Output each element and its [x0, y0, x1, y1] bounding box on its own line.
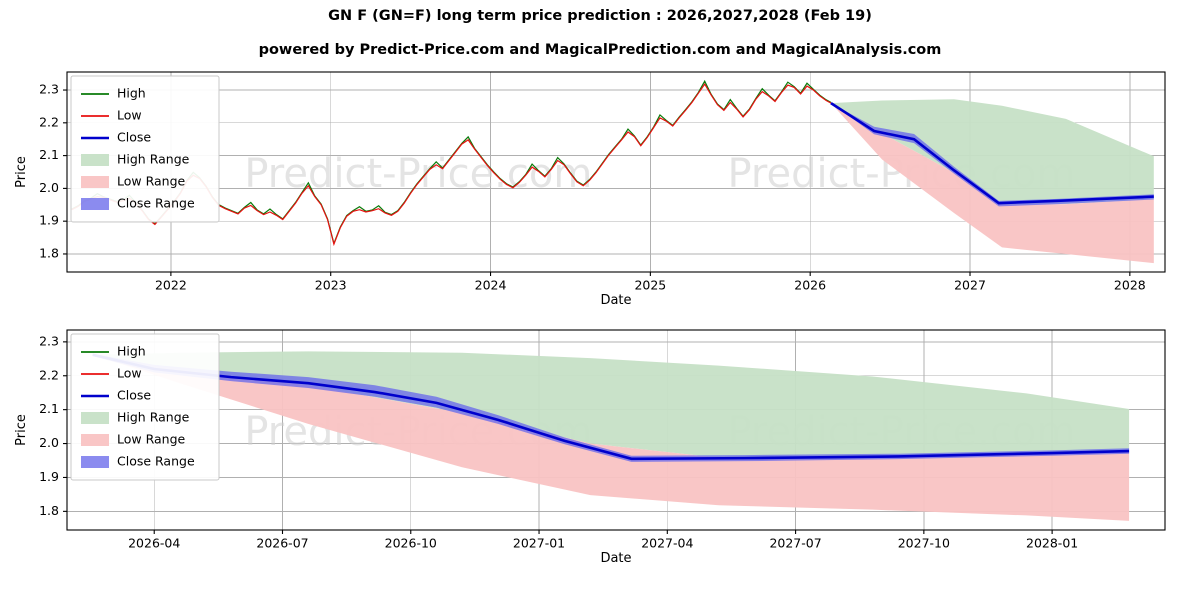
- y-tick-label-1: 1.9: [39, 469, 59, 484]
- legend-item-high-range[interactable]: High Range: [81, 152, 190, 167]
- axis-frame-group: [66, 329, 1166, 531]
- y-tick-label-0: 1.8: [39, 245, 59, 260]
- x-axis-title: Date: [600, 293, 631, 308]
- y-tick-label-1: 1.9: [39, 213, 59, 228]
- axis-ticks: 1.8 1.9 2.0 2.1 2.2 2.3 2022 2023 2024 2025 2026 20…: [14, 82, 1146, 308]
- axis-frame: [66, 329, 1166, 531]
- legend-swatch-patch-high-range: [81, 412, 109, 424]
- legend-item-low[interactable]: Low: [81, 108, 142, 123]
- legend-label-high: High: [117, 86, 146, 101]
- y-tick-label-2: 2.0: [39, 435, 59, 450]
- legend-item-close[interactable]: Close: [81, 130, 151, 145]
- y-axis-title: Price: [14, 414, 29, 446]
- page-title: GN F (GN=F) long term price prediction :…: [328, 8, 872, 24]
- y-tick-label-5: 2.3: [39, 333, 59, 348]
- legend-item-close[interactable]: Close: [81, 388, 151, 403]
- x-tick-label-7: 2028-01: [1026, 536, 1078, 551]
- plot-data: [92, 351, 1130, 521]
- legend-label-low-range: Low Range: [117, 432, 186, 447]
- legend-label-close-range: Close Range: [117, 196, 195, 211]
- x-tick-label-5: 2027-07: [769, 536, 821, 551]
- band-close-range: [92, 353, 1130, 462]
- forecast-detail-chart-svg: Predict-Price.comPredict-Price.com1.81.9…: [14, 329, 1166, 566]
- band-high-range: [830, 99, 1154, 205]
- x-tick-label-6: 2027-10: [898, 536, 950, 551]
- axis-ticks: 1.8 1.9 2.0 2.1 2.2 2.3 2026-04 2026-07 2026-10 2…: [14, 333, 1078, 566]
- band-close-range: [830, 103, 1154, 207]
- legend-label-low: Low: [117, 366, 142, 381]
- y-axis-title: Price: [14, 156, 29, 188]
- legend-item-high-range[interactable]: High Range: [81, 410, 190, 425]
- legend-label-high: High: [117, 344, 146, 359]
- legend-item-low-range[interactable]: Low Range: [81, 174, 186, 189]
- x-tick-label-1: 2026-07: [256, 536, 308, 551]
- legend-item-low-range[interactable]: Low Range: [81, 432, 186, 447]
- chart-panel-forecast-detail: Predict-Price.comPredict-Price.com1.81.9…: [0, 320, 1200, 600]
- x-tick-label-4: 2027-04: [641, 536, 693, 551]
- legend-swatch-patch-low-range: [81, 434, 109, 446]
- legend-item-high[interactable]: High: [81, 86, 146, 101]
- y-tick-label-4: 2.2: [39, 367, 59, 382]
- legend: High Low Close High Range Low Range Close Ran…: [70, 75, 220, 223]
- legend: High Low Close High Range Low Range Close Ran…: [70, 333, 220, 481]
- series-line-close: [92, 353, 1130, 461]
- y-tick-label-5: 2.3: [39, 82, 59, 97]
- band-low-range: [830, 103, 1154, 264]
- legend-label-high-range: High Range: [117, 410, 190, 425]
- x-tick-label-4: 2026: [794, 278, 826, 293]
- x-tick-label-1: 2023: [315, 278, 347, 293]
- axis-frame-group: [66, 71, 1166, 273]
- plot-data: [71, 79, 1154, 264]
- legend-swatch-patch-high-range: [81, 154, 109, 166]
- x-tick-label-6: 2028: [1114, 278, 1146, 293]
- legend-item-low[interactable]: Low: [81, 366, 142, 381]
- legend-label-high-range: High Range: [117, 152, 190, 167]
- x-tick-label-3: 2025: [634, 278, 666, 293]
- x-tick-label-0: 2026-04: [128, 536, 180, 551]
- chart-panel-overview: Predict-Price.com Predict-Price.com 1.8 1.9…: [0, 60, 1200, 315]
- legend-swatch-patch-close-range: [81, 198, 109, 210]
- x-axis-title: Date: [600, 551, 631, 566]
- x-tick-label-0: 2022: [155, 278, 187, 293]
- legend-label-low: Low: [117, 108, 142, 123]
- x-tick-label-3: 2027-01: [513, 536, 565, 551]
- x-tick-label-2: 2026-10: [385, 536, 437, 551]
- legend-item-high[interactable]: High: [81, 344, 146, 359]
- legend-label-low-range: Low Range: [117, 174, 186, 189]
- band-high-range: [92, 351, 1130, 458]
- legend-label-close-range: Close Range: [117, 454, 195, 469]
- watermark-text-1: Predict-Price.com: [244, 151, 592, 197]
- series-line-close: [830, 102, 1154, 205]
- y-tick-label-4: 2.2: [39, 114, 59, 129]
- legend-item-close-range[interactable]: Close Range: [81, 196, 195, 211]
- overview-chart-svg: Predict-Price.com Predict-Price.com1.81.9…: [14, 71, 1166, 308]
- y-tick-label-0: 1.8: [39, 503, 59, 518]
- x-tick-label-2: 2024: [475, 278, 507, 293]
- legend-label-close: Close: [117, 130, 151, 145]
- page-subtitle: powered by Predict-Price.com and Magical…: [258, 42, 942, 58]
- legend-label-close: Close: [117, 388, 151, 403]
- legend-item-close-range[interactable]: Close Range: [81, 454, 195, 469]
- x-tick-label-5: 2027: [954, 278, 986, 293]
- legend-swatch-patch-close-range: [81, 456, 109, 468]
- legend-swatch-patch-low-range: [81, 176, 109, 188]
- y-tick-label-2: 2.0: [39, 180, 59, 195]
- y-tick-label-3: 2.1: [39, 147, 59, 162]
- axis-frame: [66, 71, 1166, 273]
- y-tick-label-3: 2.1: [39, 401, 59, 416]
- band-low-range: [92, 354, 1130, 521]
